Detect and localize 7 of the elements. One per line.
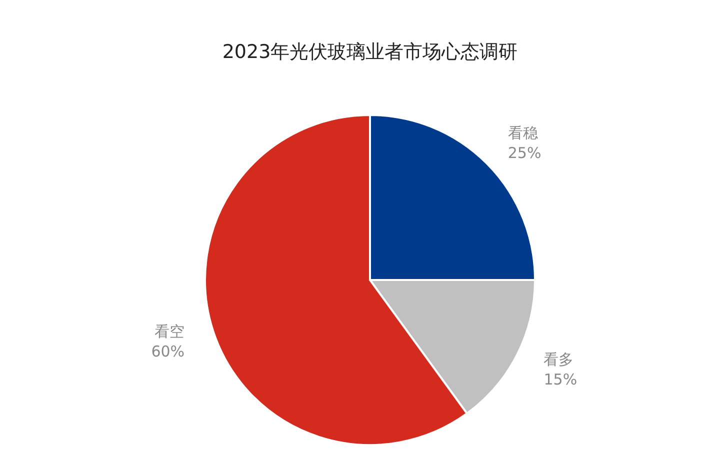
data-label: 60%: [151, 342, 185, 360]
slice-label: 看空: [154, 322, 185, 340]
slice-label: 看多: [544, 350, 574, 369]
data-label: 15%: [544, 370, 578, 389]
chart-title: 2023年光伏玻璃业者市场心态调研: [222, 41, 518, 63]
data-label: 25%: [508, 144, 542, 162]
slice-label: 看稳: [508, 124, 538, 142]
